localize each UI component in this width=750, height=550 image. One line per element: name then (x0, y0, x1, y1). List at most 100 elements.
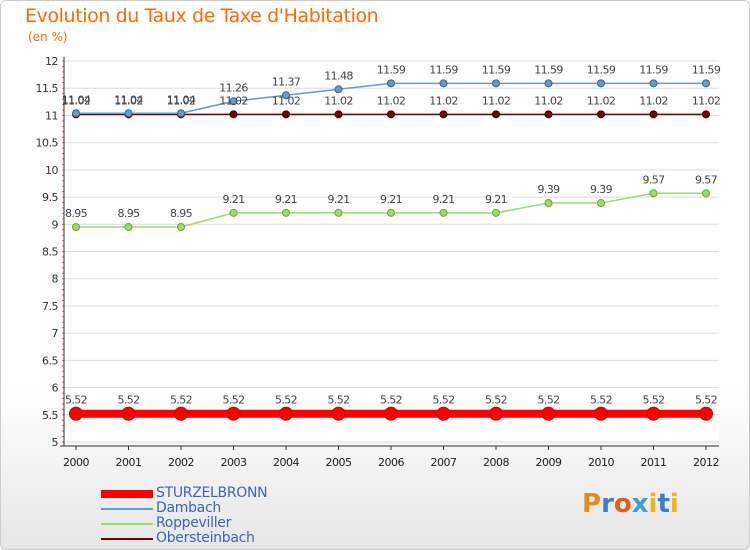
x-tick-label: 2012 (693, 456, 719, 469)
logo-letter: x (631, 489, 649, 519)
x-tick-label: 2003 (221, 456, 247, 469)
x-tick-label: 2005 (326, 456, 352, 469)
data-point (439, 79, 448, 88)
data-label: 9.21 (275, 193, 297, 206)
data-label: 11.04 (62, 93, 91, 106)
data-point (492, 208, 500, 217)
data-label: 8.95 (65, 207, 88, 220)
data-point (124, 109, 133, 118)
x-tick-label: 2002 (168, 456, 194, 469)
legend-swatch (101, 523, 153, 525)
data-point (439, 110, 448, 119)
data-point (594, 406, 608, 421)
y-tick-label: 12 (45, 55, 58, 68)
data-label: 5.52 (642, 394, 664, 407)
y-tick-label: 8.5 (42, 246, 58, 259)
data-label: 11.59 (587, 63, 616, 76)
data-point (597, 199, 605, 208)
data-label: 5.52 (275, 394, 297, 407)
data-label: 11.04 (167, 93, 196, 106)
data-point (541, 406, 556, 421)
logo-letter: P (582, 489, 602, 519)
data-label: 5.52 (537, 394, 559, 407)
y-tick-label: 9 (52, 218, 59, 231)
data-point (492, 79, 500, 88)
data-point (124, 223, 133, 232)
data-point (436, 406, 451, 421)
data-label: 5.52 (432, 394, 454, 407)
data-label: 11.02 (482, 94, 511, 107)
data-label: 11.48 (324, 69, 353, 82)
data-label: 11.02 (639, 94, 668, 107)
data-label: 11.02 (377, 94, 406, 107)
legend-label: STURZELBRONN (156, 485, 268, 501)
data-point (72, 109, 80, 118)
data-point (649, 110, 658, 119)
data-point (702, 189, 710, 198)
data-point (229, 208, 238, 217)
legend-swatch (101, 490, 153, 498)
logo-letter: i (669, 489, 679, 519)
data-point (334, 110, 343, 119)
data-label: 5.52 (117, 394, 139, 407)
data-label: 11.02 (114, 94, 143, 107)
data-point (177, 109, 185, 118)
data-label: 5.52 (695, 394, 717, 407)
logo-letter: i (648, 489, 658, 519)
x-tick-label: 2006 (378, 456, 404, 469)
legend-label: Roppeviller (156, 515, 232, 531)
y-tick-label: 10.5 (36, 137, 59, 150)
data-point (72, 223, 80, 232)
data-point (646, 406, 661, 421)
data-point (597, 110, 605, 119)
data-point (699, 406, 713, 421)
x-tick-label: 2007 (431, 456, 457, 469)
data-label: 11.02 (62, 94, 91, 107)
data-label: 9.39 (537, 183, 560, 196)
legend-swatch (101, 538, 153, 540)
data-label: 8.95 (117, 207, 140, 220)
data-label: 11.26 (219, 81, 248, 94)
data-label: 11.02 (324, 94, 353, 107)
x-tick-label: 2010 (588, 456, 614, 469)
data-point (597, 79, 605, 88)
data-label: 5.52 (222, 394, 244, 407)
data-point (489, 406, 503, 421)
x-tick-label: 2009 (536, 456, 562, 469)
y-tick-label: 6.5 (42, 354, 58, 367)
legend-swatch (101, 508, 153, 510)
data-point (387, 208, 395, 217)
data-point (282, 110, 290, 119)
data-point (387, 79, 395, 88)
y-tick-label: 5 (52, 436, 59, 449)
data-label: 11.59 (692, 63, 721, 76)
data-label: 11.04 (114, 93, 143, 106)
data-label: 11.02 (534, 94, 563, 107)
data-label: 5.52 (380, 394, 402, 407)
data-point (334, 208, 343, 217)
data-point (544, 110, 553, 119)
data-label: 9.21 (380, 193, 402, 206)
chart-title: Evolution du Taux de Taxe d'Habitation (25, 5, 379, 27)
data-label: 9.21 (432, 193, 454, 206)
data-point (282, 91, 290, 100)
data-label: 5.52 (327, 394, 349, 407)
y-tick-label: 7.5 (42, 300, 58, 313)
data-point (702, 79, 710, 88)
data-point (649, 79, 658, 88)
y-tick-label: 11.5 (36, 82, 59, 95)
data-label: 5.52 (485, 394, 507, 407)
data-label: 11.59 (429, 63, 458, 76)
data-label: 11.02 (167, 94, 196, 107)
data-label: 11.59 (639, 63, 668, 76)
data-label: 11.59 (534, 63, 563, 76)
data-point (69, 406, 83, 421)
data-label: 11.02 (692, 94, 721, 107)
x-tick-label: 2008 (483, 456, 509, 469)
data-point (331, 406, 346, 421)
data-label: 9.21 (485, 193, 507, 206)
data-label: 11.02 (587, 94, 616, 107)
data-label: 5.52 (590, 394, 612, 407)
data-point (334, 85, 343, 94)
